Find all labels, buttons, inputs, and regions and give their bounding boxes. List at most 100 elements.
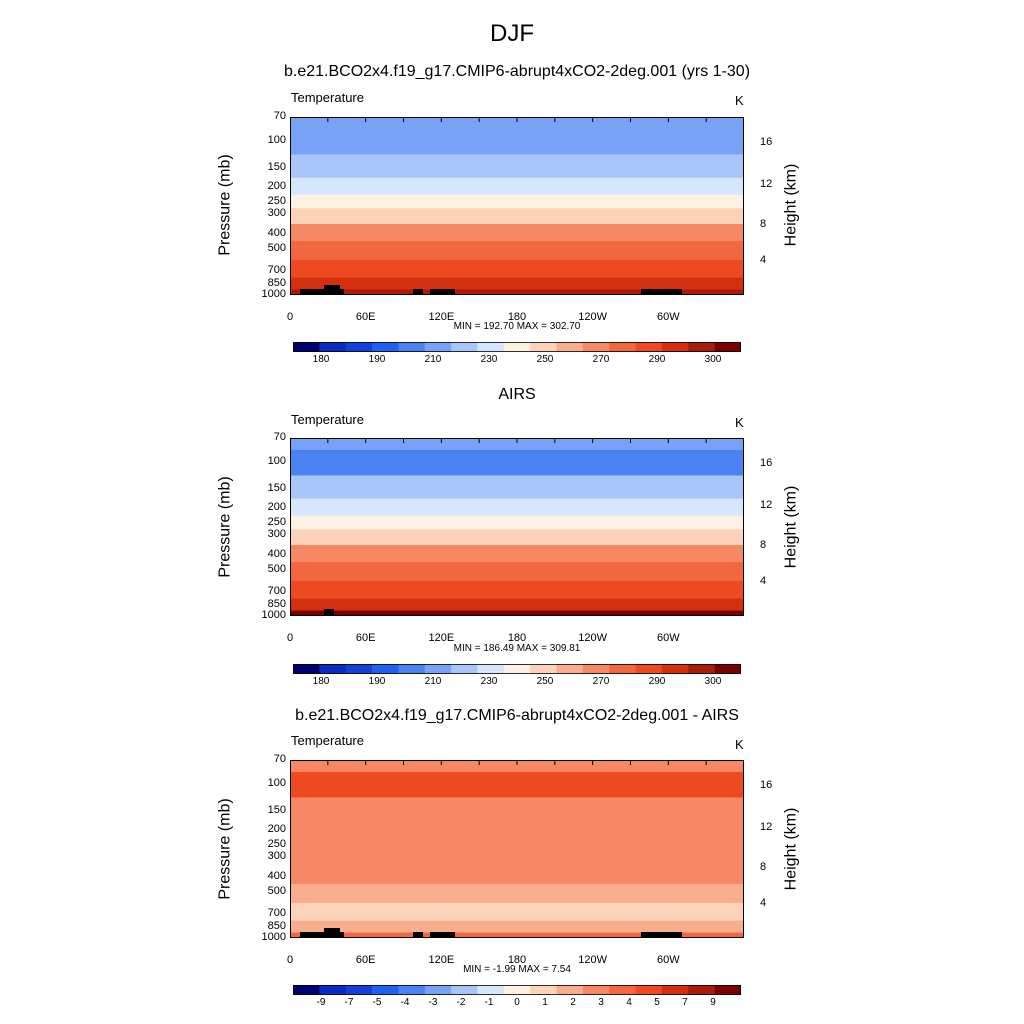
terrain-block	[413, 932, 423, 938]
longitude-tick-label: 60W	[657, 632, 680, 644]
level-band-400	[290, 224, 744, 242]
colorbar-swatch	[661, 985, 689, 995]
colorbar-swatch	[635, 664, 663, 674]
colorbar-label: 290	[648, 676, 666, 687]
colorbar-swatch	[582, 985, 610, 995]
colorbar-swatch	[477, 664, 505, 674]
colorbar-label: 7	[682, 997, 688, 1008]
panel-2-pressure-axis-title: Pressure (mb)	[216, 476, 234, 578]
colorbar-swatch	[530, 985, 558, 995]
height-tick-label: 16	[760, 779, 773, 791]
terrain-block	[300, 289, 324, 295]
colorbar-label: 3	[598, 997, 604, 1008]
main-title: DJF	[490, 20, 534, 47]
pressure-tick-label: 250	[267, 516, 286, 529]
level-band-400	[290, 867, 744, 885]
colorbar-swatch	[372, 664, 399, 674]
colorbar-swatch	[398, 664, 426, 674]
colorbar-swatch	[477, 342, 505, 352]
colorbar-swatch	[556, 664, 584, 674]
level-band-700	[290, 580, 744, 600]
level-band-250	[290, 194, 744, 209]
colorbar-swatch	[424, 985, 452, 995]
colorbar-swatch	[582, 342, 610, 352]
pressure-tick-label: 1000	[261, 609, 286, 621]
longitude-tick-label: 60E	[355, 954, 376, 966]
level-band-1000	[290, 932, 744, 938]
colorbar-swatch	[688, 664, 716, 674]
colorbar-label: 5	[654, 997, 660, 1008]
panel-1-min-max: MIN = 192.70 MAX = 302.70	[453, 321, 581, 332]
level-band-850	[290, 277, 744, 291]
colorbar-label: -2	[456, 997, 466, 1008]
colorbar-label: 210	[424, 676, 442, 687]
level-band-150	[290, 475, 744, 500]
level-band-200	[290, 498, 744, 517]
colorbar-swatch	[345, 342, 373, 352]
colorbar-label: -5	[372, 997, 382, 1008]
level-band-200	[290, 177, 744, 196]
colorbar-swatch	[714, 985, 741, 995]
panel-2-colorbar	[293, 664, 741, 674]
colorbar-swatch	[398, 342, 426, 352]
colorbar-swatch	[688, 342, 716, 352]
terrain-block	[324, 285, 340, 295]
level-band-850	[290, 598, 744, 612]
colorbar-label: 230	[480, 676, 498, 687]
pressure-tick-label: 70	[273, 431, 286, 443]
pressure-tick-label: 200	[267, 180, 286, 193]
colorbar-swatch	[293, 342, 320, 352]
level-band-700	[290, 259, 744, 279]
level-band-500	[290, 562, 744, 582]
panel-3-units-label: K	[735, 737, 744, 752]
colorbar-swatch	[319, 664, 347, 674]
panel-2-contour-plot	[290, 438, 744, 616]
pressure-tick-label: 400	[267, 869, 286, 882]
level-band-300	[290, 208, 744, 225]
colorbar-swatch	[424, 664, 452, 674]
panel-1-colorbar	[293, 342, 741, 352]
panel-1-pressure-axis-title: Pressure (mb)	[216, 154, 234, 256]
pressure-tick-label: 100	[267, 454, 286, 467]
colorbar-swatch	[661, 342, 689, 352]
level-band-700	[290, 902, 744, 922]
pressure-tick-label: 250	[267, 838, 286, 851]
longitude-tick-label: 120W	[578, 954, 608, 966]
colorbar-swatch	[319, 342, 347, 352]
pressure-tick-label: 300	[267, 207, 286, 220]
level-band-850	[290, 920, 744, 934]
colorbar-swatch	[293, 985, 320, 995]
colorbar-swatch	[503, 985, 531, 995]
colorbar-label: 290	[648, 354, 666, 365]
colorbar-label: 210	[424, 354, 442, 365]
terrain-block	[340, 289, 344, 295]
colorbar-label: 270	[592, 676, 610, 687]
pressure-tick-label: 500	[267, 562, 286, 575]
colorbar-label: 180	[312, 354, 330, 365]
level-band-250	[290, 837, 744, 852]
longitude-tick-label: 120E	[428, 632, 455, 644]
colorbar-label: 0	[514, 997, 520, 1008]
colorbar-swatch	[635, 985, 663, 995]
panel-3-min-max: MIN = -1.99 MAX = 7.54	[463, 964, 571, 975]
height-tick-label: 12	[760, 178, 773, 190]
colorbar-swatch	[503, 342, 531, 352]
panel-3-title: b.e21.BCO2x4.f19_g17.CMIP6-abrupt4xCO2-2…	[295, 707, 739, 724]
height-tick-label: 12	[760, 821, 773, 833]
panel-2-title: AIRS	[498, 386, 536, 403]
height-tick-label: 12	[760, 499, 773, 511]
colorbar-label: 270	[592, 354, 610, 365]
pressure-tick-label: 150	[267, 482, 286, 494]
level-band-500	[290, 884, 744, 904]
pressure-tick-label: 100	[267, 776, 286, 789]
longitude-tick-label: 180	[507, 632, 527, 644]
colorbar-label: 250	[536, 354, 554, 365]
panel-3-variable-label: Temperature	[291, 733, 364, 748]
height-tick-label: 8	[760, 861, 767, 873]
pressure-tick-label: 850	[267, 277, 286, 290]
colorbar-swatch	[319, 985, 347, 995]
colorbar-swatch	[609, 664, 637, 674]
pressure-tick-label: 1000	[261, 288, 286, 300]
colorbar-swatch	[530, 664, 558, 674]
panel-3-contour-plot	[290, 760, 744, 938]
